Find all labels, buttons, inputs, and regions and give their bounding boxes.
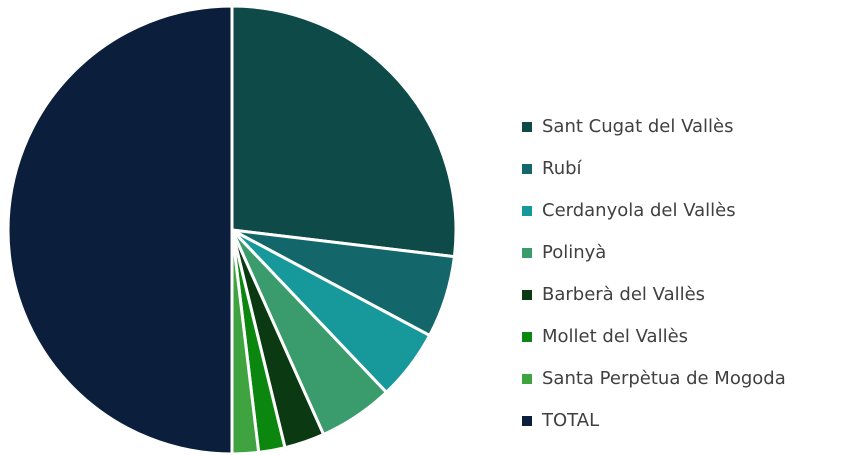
legend-swatch bbox=[522, 290, 532, 300]
legend-swatch bbox=[522, 122, 532, 132]
legend-label: TOTAL bbox=[541, 410, 599, 431]
legend-label: Santa Perpètua de Mogoda bbox=[542, 368, 786, 389]
legend-swatch bbox=[522, 374, 532, 384]
legend-label: Barberà del Vallès bbox=[542, 284, 705, 305]
legend-swatch bbox=[522, 206, 532, 216]
legend-label: Mollet del Vallès bbox=[542, 326, 688, 347]
pie-slice bbox=[230, 4, 458, 259]
legend-label: Sant Cugat del Vallès bbox=[542, 116, 733, 137]
legend-label: Rubí bbox=[542, 158, 583, 179]
legend-label: Cerdanyola del Vallès bbox=[542, 200, 736, 221]
legend-swatch bbox=[522, 248, 532, 258]
pie-slice bbox=[6, 4, 234, 455]
legend-swatch bbox=[522, 416, 532, 426]
legend-label: Polinyà bbox=[542, 242, 606, 263]
legend-swatch bbox=[522, 164, 532, 174]
legend-swatch bbox=[522, 332, 532, 342]
